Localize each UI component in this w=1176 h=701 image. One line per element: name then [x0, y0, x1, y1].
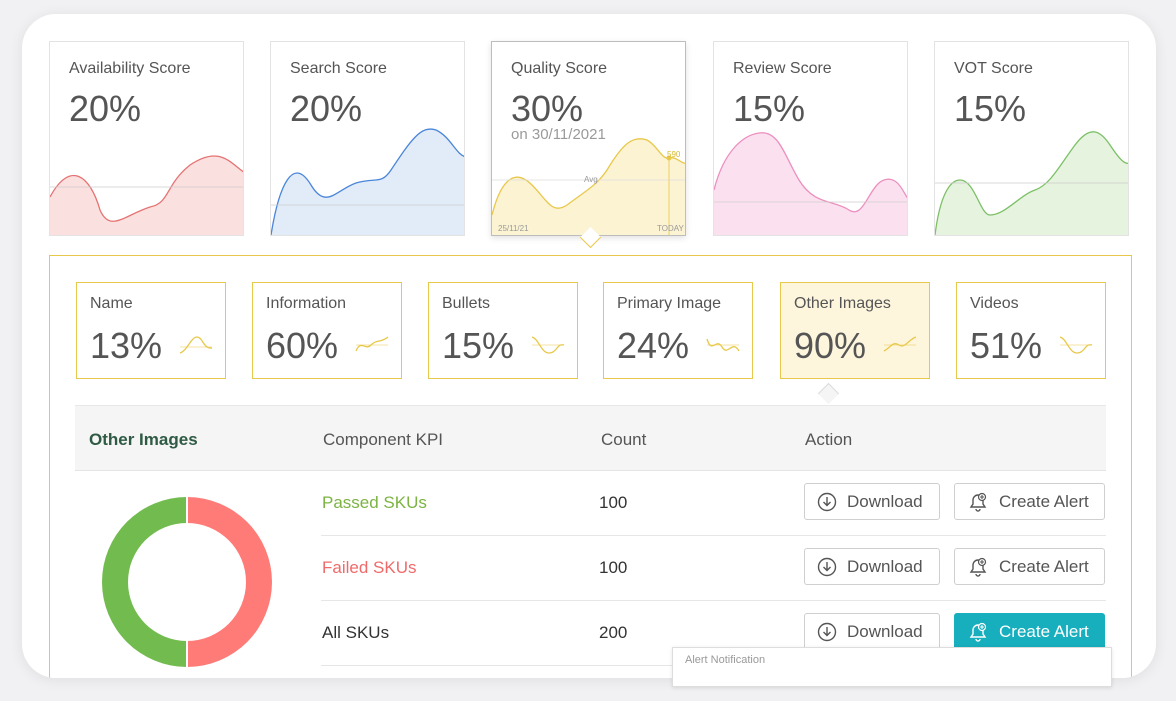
donut-segment-failed: [187, 497, 272, 667]
component-title: Bullets: [442, 295, 491, 312]
download-label: Download: [847, 621, 923, 641]
score-value: 20%: [290, 88, 363, 129]
component-value: 51%: [970, 325, 1043, 366]
download-button[interactable]: Download: [804, 483, 940, 520]
mini-trend-icon: [883, 336, 917, 352]
section-title: Other Images: [89, 430, 198, 449]
create-alert-label: Create Alert: [999, 556, 1089, 576]
search-score-card[interactable]: Search Score 20%: [270, 41, 465, 236]
component-card-primary-image[interactable]: Primary Image 24%: [603, 282, 753, 379]
download-icon: [817, 557, 837, 576]
alert-notification-popover: Alert Notification: [672, 647, 1112, 687]
component-card-other-images[interactable]: Other Images 90%: [780, 282, 930, 379]
component-value: 24%: [617, 325, 690, 366]
create-alert-button-active[interactable]: Create Alert: [954, 613, 1105, 650]
kpi-table-header: Other Images Component KPI Count Action: [75, 405, 1106, 471]
sparkline: [271, 128, 464, 235]
mini-trend-icon: [531, 336, 565, 354]
component-value: 60%: [266, 325, 339, 366]
mini-trend-icon: [1059, 336, 1093, 354]
table-row-failed: Failed SKUs 100 Download Create Alert: [321, 535, 1106, 601]
sparkline: [935, 131, 1128, 235]
row-label: All SKUs: [322, 623, 390, 642]
score-value: 30%: [511, 88, 584, 129]
create-alert-button[interactable]: Create Alert: [954, 548, 1105, 585]
score-title: VOT Score: [954, 60, 1033, 77]
download-button[interactable]: Download: [804, 548, 940, 585]
mini-trend-icon: [179, 336, 213, 354]
create-alert-label: Create Alert: [999, 491, 1089, 511]
component-title: Primary Image: [617, 295, 722, 312]
review-score-card[interactable]: Review Score 15%: [713, 41, 908, 236]
quality-detail-panel: Name 13% Information 60% Bullets 15%: [49, 255, 1132, 678]
component-title: Videos: [970, 295, 1019, 312]
score-title: Search Score: [290, 60, 387, 77]
component-card-name[interactable]: Name 13%: [76, 282, 226, 379]
component-card-bullets[interactable]: Bullets 15%: [428, 282, 578, 379]
component-card-videos[interactable]: Videos 51%: [956, 282, 1106, 379]
row-label: Passed SKUs: [322, 493, 427, 512]
row-count: 100: [599, 493, 628, 512]
donut-segment-passed: [102, 497, 187, 667]
avg-label: Avg: [584, 175, 598, 184]
score-title: Quality Score: [511, 60, 608, 77]
create-alert-label: Create Alert: [999, 621, 1089, 641]
row-label: Failed SKUs: [322, 558, 417, 577]
component-value: 13%: [90, 325, 163, 366]
bell-alert-icon: [969, 492, 987, 512]
download-icon: [817, 622, 837, 641]
bell-alert-icon: [969, 557, 987, 577]
sparkline: [50, 155, 243, 235]
score-title: Availability Score: [69, 60, 191, 77]
vot-score-card[interactable]: VOT Score 15%: [934, 41, 1129, 236]
component-title: Information: [266, 295, 347, 312]
sku-donut-chart: [102, 496, 272, 668]
sparkline: [492, 138, 685, 235]
component-title: Other Images: [794, 295, 891, 312]
create-alert-button[interactable]: Create Alert: [954, 483, 1105, 520]
header-action: Action: [805, 430, 853, 449]
sparkline: [714, 132, 907, 235]
header-count: Count: [601, 430, 647, 449]
mini-trend-icon: [706, 338, 740, 352]
bell-alert-icon: [969, 622, 987, 642]
score-value: 15%: [954, 88, 1027, 129]
selected-component-pointer: [817, 382, 840, 405]
component-card-information[interactable]: Information 60%: [252, 282, 402, 379]
download-label: Download: [847, 556, 923, 576]
row-count: 200: [599, 623, 628, 642]
score-value: 20%: [69, 88, 142, 129]
component-value: 15%: [442, 325, 515, 366]
mini-trend-icon: [355, 336, 389, 352]
quality-score-card[interactable]: Quality Score 30% on 30/11/2021 Avg 590 …: [491, 41, 686, 236]
start-date-label: 25/11/21: [498, 224, 529, 233]
component-value: 90%: [794, 325, 867, 366]
table-row-passed: Passed SKUs 100 Download Create Alert: [321, 470, 1106, 536]
score-title: Review Score: [733, 60, 832, 77]
score-date: on 30/11/2021: [511, 126, 606, 143]
download-label: Download: [847, 491, 923, 511]
download-button[interactable]: Download: [804, 613, 940, 650]
availability-score-card[interactable]: Availability Score 20%: [49, 41, 244, 236]
score-value: 15%: [733, 88, 806, 129]
peak-label: 590: [667, 150, 681, 159]
popover-title: Alert Notification: [685, 654, 766, 666]
row-count: 100: [599, 558, 628, 577]
download-icon: [817, 492, 837, 511]
header-component-kpi: Component KPI: [323, 430, 444, 449]
end-date-label: TODAY: [657, 224, 684, 233]
dashboard-frame: Availability Score 20% Search Score 20% …: [22, 14, 1156, 678]
component-title: Name: [90, 295, 133, 312]
